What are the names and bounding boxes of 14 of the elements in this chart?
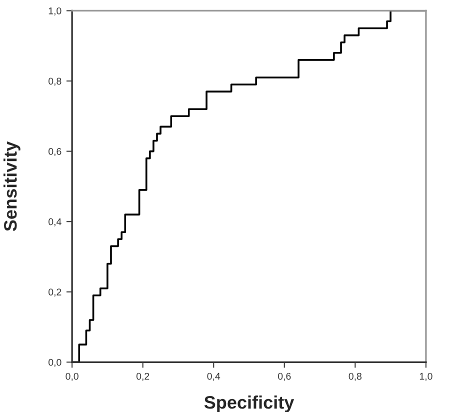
- y-tick-label: 0,2: [48, 288, 62, 297]
- y-tick-label: 0,4: [48, 218, 62, 226]
- x-tick-label: 0,2: [136, 372, 150, 381]
- y-tick-label: 0,0: [48, 358, 62, 367]
- x-tick-label: 0,6: [278, 372, 291, 381]
- x-axis-title: Specificity: [204, 396, 294, 412]
- y-axis-title: Sensitivity: [4, 141, 20, 232]
- y-tick-label: 0,8: [48, 78, 62, 86]
- y-tick-label: 0,6: [48, 148, 62, 156]
- x-tick-label: 0,0: [66, 372, 78, 381]
- x-tick-label: 0,8: [348, 372, 362, 381]
- x-tick-label: 1,0: [420, 372, 432, 381]
- y-tick-label: 1,0: [48, 7, 62, 16]
- x-tick-label: 0,4: [207, 372, 220, 381]
